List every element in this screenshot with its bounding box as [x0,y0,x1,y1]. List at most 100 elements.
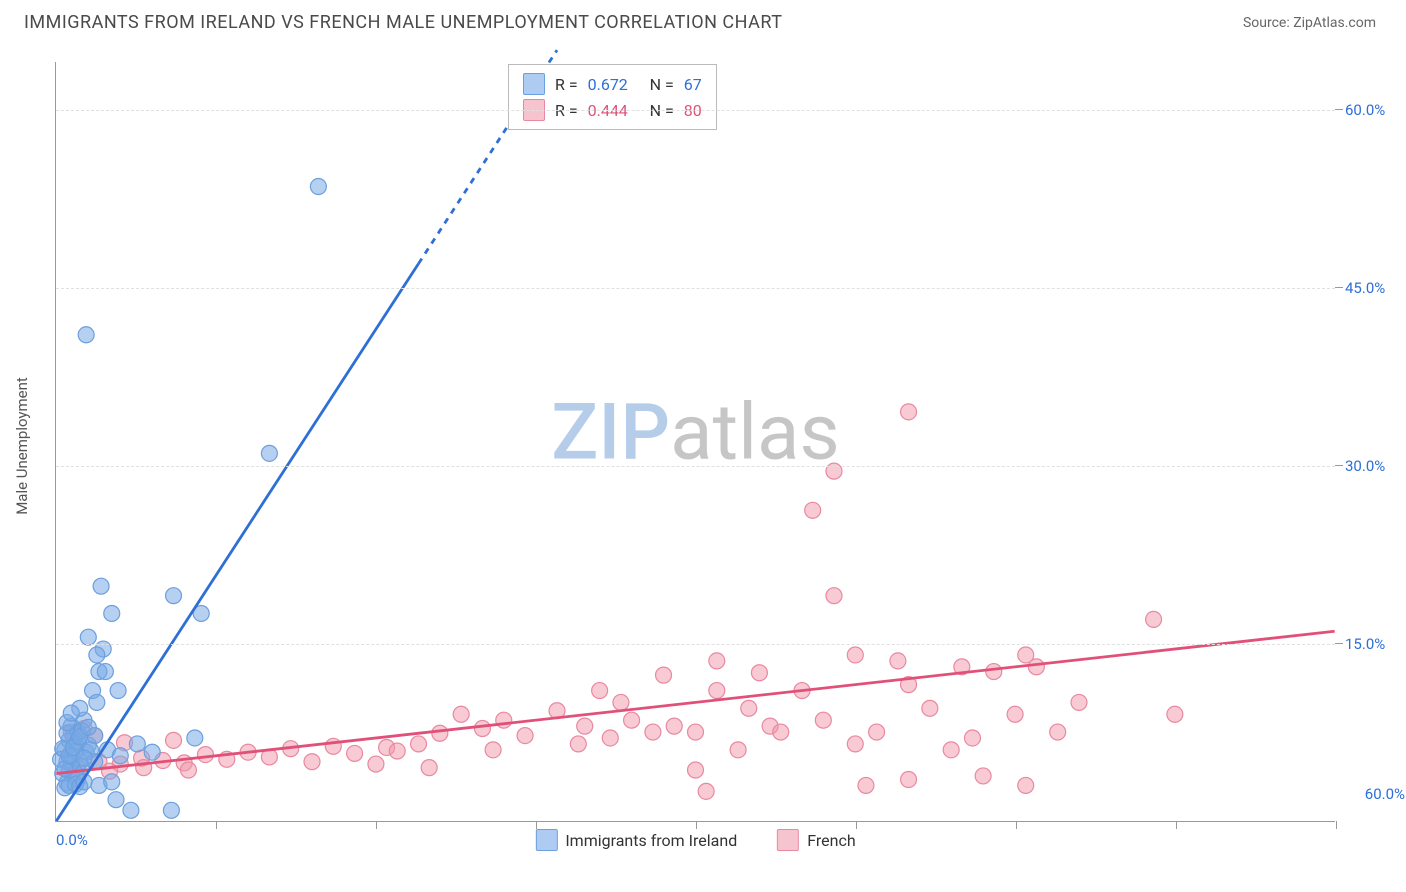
y-tick-label: 15.0% [1345,635,1405,653]
data-point [815,712,831,728]
data-point [847,736,863,752]
data-point [890,653,906,669]
data-point [104,774,120,790]
data-point [709,683,725,699]
legend-item-ireland: Immigrants from Ireland [535,829,737,851]
data-point [325,738,341,754]
legend-label-ireland: Immigrants from Ireland [565,831,737,850]
data-point [858,777,874,793]
data-point [688,724,704,740]
data-point [197,747,213,763]
x-axis-min-label: 0.0% [56,831,88,849]
data-point [89,694,105,710]
legend-row-a: R = 0.672 N = 67 [523,71,702,97]
data-point [751,665,767,681]
data-point [110,683,126,699]
data-point [656,667,672,683]
data-point [144,744,160,760]
data-point [1146,611,1162,627]
y-tick-label: 60.0% [1345,101,1405,119]
data-point [645,724,661,740]
n-label-a: N = [650,75,674,94]
data-point [123,802,139,818]
data-point [76,750,92,766]
source-value: ZipAtlas.com [1293,15,1376,31]
r-value-a: 0.672 [588,75,640,94]
data-point [80,719,96,735]
data-point [869,724,885,740]
data-point [1050,724,1066,740]
data-point [421,760,437,776]
r-label-a: R = [555,75,578,94]
data-point [129,736,145,752]
data-point [741,700,757,716]
data-point [411,736,427,752]
data-point [180,762,196,778]
data-point [78,327,94,343]
data-point [1018,777,1034,793]
data-point [922,700,938,716]
data-point [901,404,917,420]
data-point [986,664,1002,680]
legend-label-french: French [807,831,855,850]
n-value-a: 67 [684,75,702,94]
data-point [577,718,593,734]
data-point [517,728,533,744]
data-point [304,754,320,770]
legend-item-french: French [777,829,855,851]
chart-header: IMMIGRANTS FROM IRELAND VS FRENCH MALE U… [0,0,1406,39]
scatter-svg [56,62,1335,821]
data-point [496,712,512,728]
data-point [108,792,124,808]
data-point [163,802,179,818]
swatch-ireland [523,73,545,95]
data-point [602,730,618,746]
data-point [89,647,105,663]
data-point [93,578,109,594]
data-point [261,445,277,461]
correlation-legend: R = 0.672 N = 67 R = 0.444 N = 80 [508,64,717,130]
data-point [187,730,203,746]
data-point [432,725,448,741]
data-point [389,743,405,759]
data-point [166,588,182,604]
chart-title: IMMIGRANTS FROM IRELAND VS FRENCH MALE U… [24,12,782,33]
trend-line [56,264,418,821]
data-point [1007,706,1023,722]
data-point [773,724,789,740]
data-point [80,629,96,645]
data-point [901,772,917,788]
data-point [730,742,746,758]
data-point [453,706,469,722]
data-point [698,783,714,799]
data-point [63,705,79,721]
data-point [943,742,959,758]
y-tick-label: 30.0% [1345,457,1405,475]
data-point [347,745,363,761]
y-axis-title: Male Unemployment [13,377,31,515]
source-label: Source: [1243,15,1293,31]
data-point [112,748,128,764]
data-point [1071,694,1087,710]
data-point [368,756,384,772]
data-point [613,694,629,710]
data-point [688,762,704,778]
data-point [474,721,490,737]
chart-plot-area: ZIPatlas R = 0.672 N = 67 R = 0.444 N = … [55,62,1335,822]
data-point [1167,706,1183,722]
series-legend: Immigrants from Ireland French [535,829,855,851]
data-point [666,718,682,734]
trend-line [56,631,1334,773]
data-point [104,605,120,621]
swatch-ireland-icon [535,829,557,851]
x-axis-max-label: 60.0% [1365,785,1405,803]
data-point [592,683,608,699]
data-point [166,732,182,748]
data-point [310,179,326,195]
data-point [805,502,821,518]
data-point [485,742,501,758]
chart-source: Source: ZipAtlas.com [1243,15,1376,31]
data-point [709,653,725,669]
y-tick-label: 45.0% [1345,279,1405,297]
data-point [570,736,586,752]
